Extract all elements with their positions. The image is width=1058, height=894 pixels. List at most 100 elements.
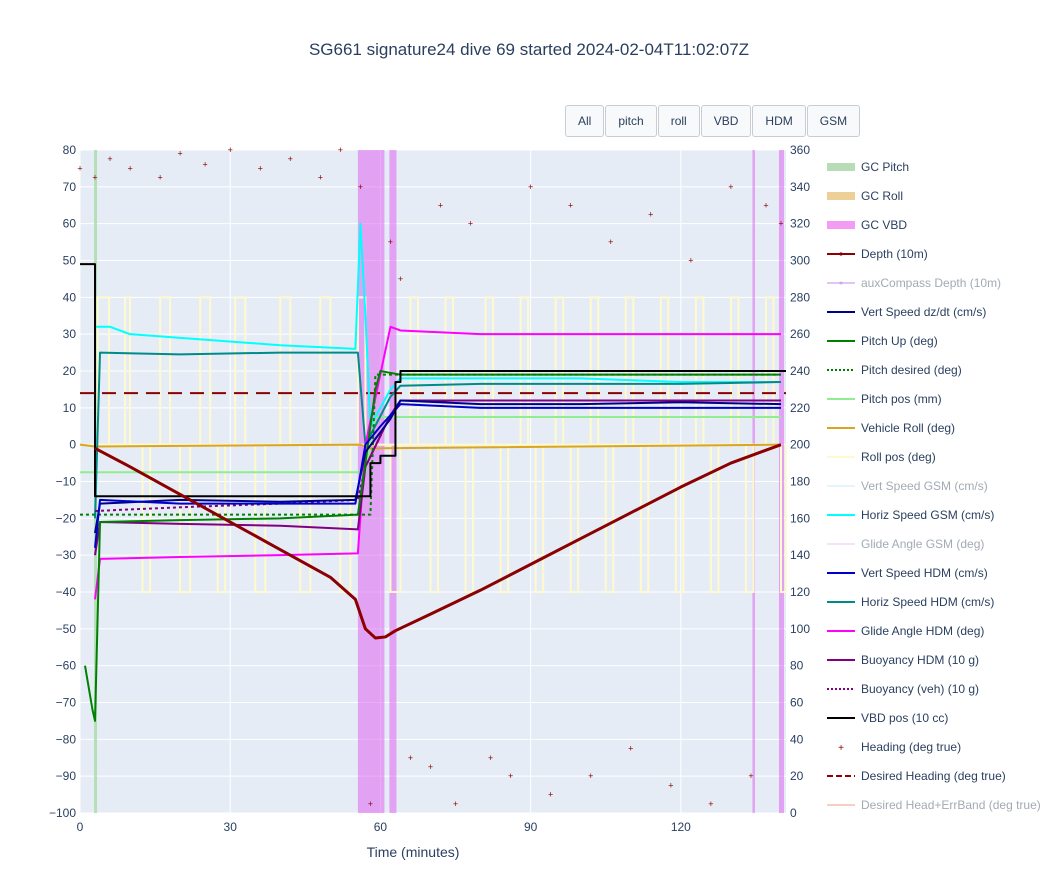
vbd-button[interactable]: VBD (700, 105, 752, 137)
gsm-button[interactable]: GSM (806, 105, 861, 137)
y-tick-label: 40 (63, 290, 77, 304)
y-tick-label: 10 (63, 401, 77, 415)
y-tick-label: −60 (56, 659, 77, 673)
legend-swatch-icon (827, 280, 855, 285)
y2-tick-label: 80 (790, 659, 804, 673)
legend-item-vert-speed-dz-dt-cm-s[interactable]: Vert Speed dz/dt (cm/s) (826, 297, 1058, 326)
legend-swatch-icon (827, 687, 855, 690)
legend-swatch-icon (827, 803, 855, 806)
roll-pos-pulse (604, 444, 615, 593)
roll-pos-pulse (639, 444, 650, 593)
all-button[interactable]: All (565, 105, 605, 137)
vbd-pos-10-cc-line (80, 263, 786, 498)
legend-item-depth-10m[interactable]: Depth (10m) (826, 239, 1058, 268)
roll-pos-pulse (319, 296, 332, 445)
pitch-button[interactable]: pitch (605, 105, 657, 137)
legend-swatch-icon (827, 220, 855, 229)
heading-marker: + (528, 182, 533, 192)
heading-marker: + (203, 160, 208, 170)
legend-swatch-icon (827, 542, 855, 545)
x-tick-label: 90 (524, 820, 538, 834)
legend-item-gc-pitch[interactable]: GC Pitch (826, 152, 1058, 181)
roll-pos-pulse (356, 296, 367, 445)
legend-item-gc-roll[interactable]: GC Roll (826, 181, 1058, 210)
gc-vbd-band (389, 150, 397, 813)
x-tick-label: 60 (374, 820, 388, 834)
heading-marker: + (688, 256, 693, 266)
y2-tick-label: 160 (790, 511, 810, 525)
heading-marker: + (438, 200, 443, 210)
y-tick-label: −20 (56, 511, 77, 525)
legend-item-glide-angle-gsm-deg[interactable]: Glide Angle GSM (deg) (826, 529, 1058, 558)
legend-label: Desired Head+ErrBand (deg true) (861, 797, 1041, 812)
y2-tick-label: 100 (790, 622, 810, 636)
legend-item-auxcompass-depth-10m[interactable]: auxCompass Depth (10m) (826, 268, 1058, 297)
roll-pos-pulse (569, 444, 580, 593)
legend-item-buoyancy-veh-10-g[interactable]: Buoyancy (veh) (10 g) (826, 674, 1058, 703)
chart-title: SG661 signature24 dive 69 started 2024-0… (308, 40, 750, 59)
y2-tick-label: 40 (790, 732, 804, 746)
legend-label: Pitch Up (deg) (861, 333, 938, 348)
heading-marker: + (157, 173, 162, 183)
legend-swatch-icon (827, 774, 855, 777)
hdm-button[interactable]: HDM (752, 105, 806, 137)
pitch-desired-deg-line (80, 373, 781, 516)
heading-marker: + (107, 154, 112, 164)
legend-label: Roll pos (deg) (861, 449, 936, 464)
legend-swatch-icon (827, 426, 855, 429)
legend-label: Glide Angle GSM (deg) (861, 536, 985, 551)
y2-tick-label: 260 (790, 327, 810, 341)
x-tick-label: 120 (671, 820, 691, 834)
legend-item-pitch-pos-mm[interactable]: Pitch pos (mm) (826, 384, 1058, 413)
y2-tick-label: 140 (790, 548, 810, 562)
legend-item-horiz-speed-gsm-cm-s[interactable]: Horiz Speed GSM (cm/s) (826, 500, 1058, 529)
heading-marker: + (398, 274, 403, 284)
roll-pos-pulse (744, 444, 755, 593)
legend: GC Pitch GC Roll GC VBD Depth (10m) auxCompa… (826, 152, 1058, 819)
legend-label: Desired Heading (deg true) (861, 768, 1006, 783)
heading-marker: + (708, 799, 713, 809)
legend-label: VBD pos (10 cc) (861, 710, 949, 725)
legend-swatch-icon (827, 513, 855, 516)
roll-pos-pulse (779, 444, 787, 593)
y2-tick-label: 360 (790, 143, 810, 157)
legend-item-vbd-pos-10-cc[interactable]: VBD pos (10 cc) (826, 703, 1058, 732)
legend-item-glide-angle-hdm-deg[interactable]: Glide Angle HDM (deg) (826, 616, 1058, 645)
heading-marker: + (127, 163, 132, 173)
roll-pos-pulse (141, 444, 152, 593)
legend-swatch-icon (827, 658, 855, 661)
legend-label: Pitch desired (deg) (861, 362, 962, 377)
legend-item-vehicle-roll-deg[interactable]: Vehicle Roll (deg) (826, 413, 1058, 442)
legend-item-vert-speed-hdm-cm-s[interactable]: Vert Speed HDM (cm/s) (826, 558, 1058, 587)
legend-swatch-icon (827, 310, 855, 313)
legend-item-heading-deg-true[interactable]: + Heading (deg true) (826, 732, 1058, 761)
heading-marker: + (763, 200, 768, 210)
y2-tick-label: 340 (790, 180, 810, 194)
legend-item-vert-speed-gsm-cm-s[interactable]: Vert Speed GSM (cm/s) (826, 471, 1058, 500)
legend-item-desired-heading-deg-true[interactable]: Desired Heading (deg true) (826, 761, 1058, 790)
plot-area[interactable]: + + + + + + + + + + + + + + + + + + + + + + + + + + + + + + + + + + + + + 80… (0, 0, 826, 894)
heading-marker: + (778, 219, 783, 229)
legend-item-roll-pos-deg[interactable]: Roll pos (deg) (826, 442, 1058, 471)
roll-button[interactable]: roll (657, 105, 700, 137)
legend-label: GC Pitch (861, 159, 910, 174)
legend-label: Horiz Speed GSM (cm/s) (861, 507, 995, 522)
legend-label: Vert Speed HDM (cm/s) (861, 565, 988, 580)
heading-marker: + (608, 237, 613, 247)
legend-item-gc-vbd[interactable]: GC VBD (826, 210, 1058, 239)
legend-label: Heading (deg true) (861, 739, 962, 754)
legend-swatch-icon (827, 397, 855, 400)
roll-pos-pulse (124, 296, 132, 445)
heading-marker: + (508, 771, 513, 781)
legend-item-buoyancy-hdm-10-g[interactable]: Buoyancy HDM (10 g) (826, 645, 1058, 674)
y2-tick-label: 240 (790, 364, 810, 378)
legend-item-pitch-desired-deg[interactable]: Pitch desired (deg) (826, 355, 1058, 384)
y-tick-label: 80 (63, 143, 77, 157)
svg-text:+: + (838, 743, 844, 754)
legend-label: GC Roll (861, 188, 904, 203)
legend-label: GC VBD (861, 217, 908, 232)
legend-swatch-icon (827, 251, 855, 256)
legend-item-pitch-up-deg[interactable]: Pitch Up (deg) (826, 326, 1058, 355)
legend-item-desired-head-errband-deg-true[interactable]: Desired Head+ErrBand (deg true) (826, 790, 1058, 819)
legend-item-horiz-speed-hdm-cm-s[interactable]: Horiz Speed HDM (cm/s) (826, 587, 1058, 616)
